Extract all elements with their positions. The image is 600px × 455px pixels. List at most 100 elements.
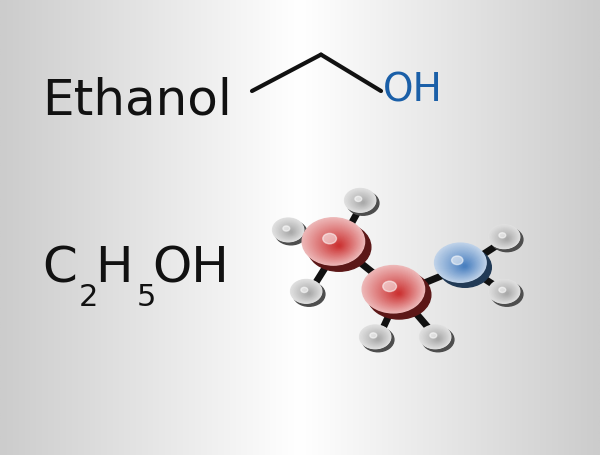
Circle shape — [499, 233, 506, 238]
Circle shape — [456, 259, 472, 271]
Circle shape — [361, 201, 364, 203]
Circle shape — [383, 281, 410, 302]
Text: C: C — [42, 244, 77, 292]
Circle shape — [491, 227, 518, 247]
Circle shape — [389, 286, 406, 298]
Circle shape — [301, 287, 315, 298]
Circle shape — [386, 283, 409, 301]
Circle shape — [287, 229, 294, 234]
Circle shape — [372, 273, 418, 308]
Circle shape — [307, 292, 310, 294]
Circle shape — [457, 260, 470, 270]
Circle shape — [491, 227, 518, 247]
Circle shape — [506, 293, 508, 294]
Circle shape — [460, 263, 469, 269]
Circle shape — [290, 231, 292, 233]
Circle shape — [287, 229, 293, 234]
Circle shape — [502, 235, 511, 242]
Circle shape — [434, 336, 441, 341]
Circle shape — [328, 238, 347, 252]
Circle shape — [464, 265, 466, 267]
Circle shape — [439, 246, 484, 280]
Circle shape — [299, 286, 316, 298]
Circle shape — [366, 330, 386, 345]
Circle shape — [288, 230, 293, 234]
Circle shape — [305, 220, 363, 264]
Circle shape — [302, 288, 314, 298]
Circle shape — [391, 287, 405, 298]
Circle shape — [362, 327, 389, 347]
Circle shape — [370, 333, 384, 344]
Circle shape — [358, 198, 367, 205]
Circle shape — [498, 232, 514, 244]
Circle shape — [435, 337, 440, 341]
Circle shape — [505, 237, 509, 240]
Circle shape — [397, 292, 401, 295]
Circle shape — [428, 331, 445, 344]
Circle shape — [440, 247, 482, 279]
Circle shape — [494, 283, 517, 301]
Circle shape — [345, 189, 376, 212]
Circle shape — [491, 228, 523, 252]
Circle shape — [362, 202, 364, 203]
Circle shape — [301, 288, 314, 298]
Circle shape — [450, 255, 476, 274]
Circle shape — [354, 196, 370, 207]
Circle shape — [383, 281, 397, 292]
Circle shape — [437, 338, 439, 339]
Circle shape — [421, 326, 450, 348]
Circle shape — [305, 291, 311, 295]
Circle shape — [361, 326, 390, 348]
Circle shape — [497, 232, 514, 244]
Circle shape — [505, 238, 508, 240]
Circle shape — [497, 286, 514, 298]
Circle shape — [310, 223, 359, 261]
Circle shape — [436, 338, 439, 340]
Circle shape — [369, 332, 385, 344]
Circle shape — [447, 253, 478, 276]
Circle shape — [436, 337, 440, 340]
Circle shape — [329, 238, 346, 251]
Circle shape — [494, 229, 516, 246]
Circle shape — [427, 331, 446, 345]
Circle shape — [498, 287, 514, 298]
Circle shape — [431, 334, 443, 343]
Circle shape — [289, 231, 292, 233]
Circle shape — [286, 228, 295, 235]
Circle shape — [365, 268, 423, 312]
Circle shape — [359, 199, 366, 205]
Circle shape — [300, 287, 316, 298]
Circle shape — [293, 281, 320, 302]
Circle shape — [346, 190, 374, 211]
Text: 2: 2 — [79, 283, 98, 312]
Circle shape — [347, 191, 379, 215]
Circle shape — [506, 238, 508, 239]
Circle shape — [301, 287, 308, 293]
Circle shape — [501, 234, 511, 242]
Circle shape — [377, 338, 379, 339]
Circle shape — [497, 231, 514, 244]
Circle shape — [311, 224, 359, 261]
Circle shape — [353, 195, 370, 207]
Circle shape — [503, 290, 510, 296]
Circle shape — [430, 333, 444, 344]
Circle shape — [488, 279, 520, 303]
Circle shape — [319, 231, 353, 256]
Circle shape — [502, 290, 511, 296]
Circle shape — [297, 284, 317, 300]
Circle shape — [318, 230, 353, 257]
Circle shape — [333, 241, 343, 249]
Circle shape — [355, 196, 362, 202]
Circle shape — [331, 239, 345, 250]
Circle shape — [434, 336, 440, 341]
Circle shape — [359, 200, 365, 204]
Circle shape — [365, 329, 387, 346]
Circle shape — [316, 228, 355, 258]
Circle shape — [422, 328, 454, 352]
Circle shape — [500, 234, 512, 243]
Circle shape — [302, 218, 365, 265]
Circle shape — [451, 255, 475, 273]
Circle shape — [275, 221, 307, 245]
Circle shape — [437, 245, 484, 281]
Circle shape — [430, 333, 437, 338]
